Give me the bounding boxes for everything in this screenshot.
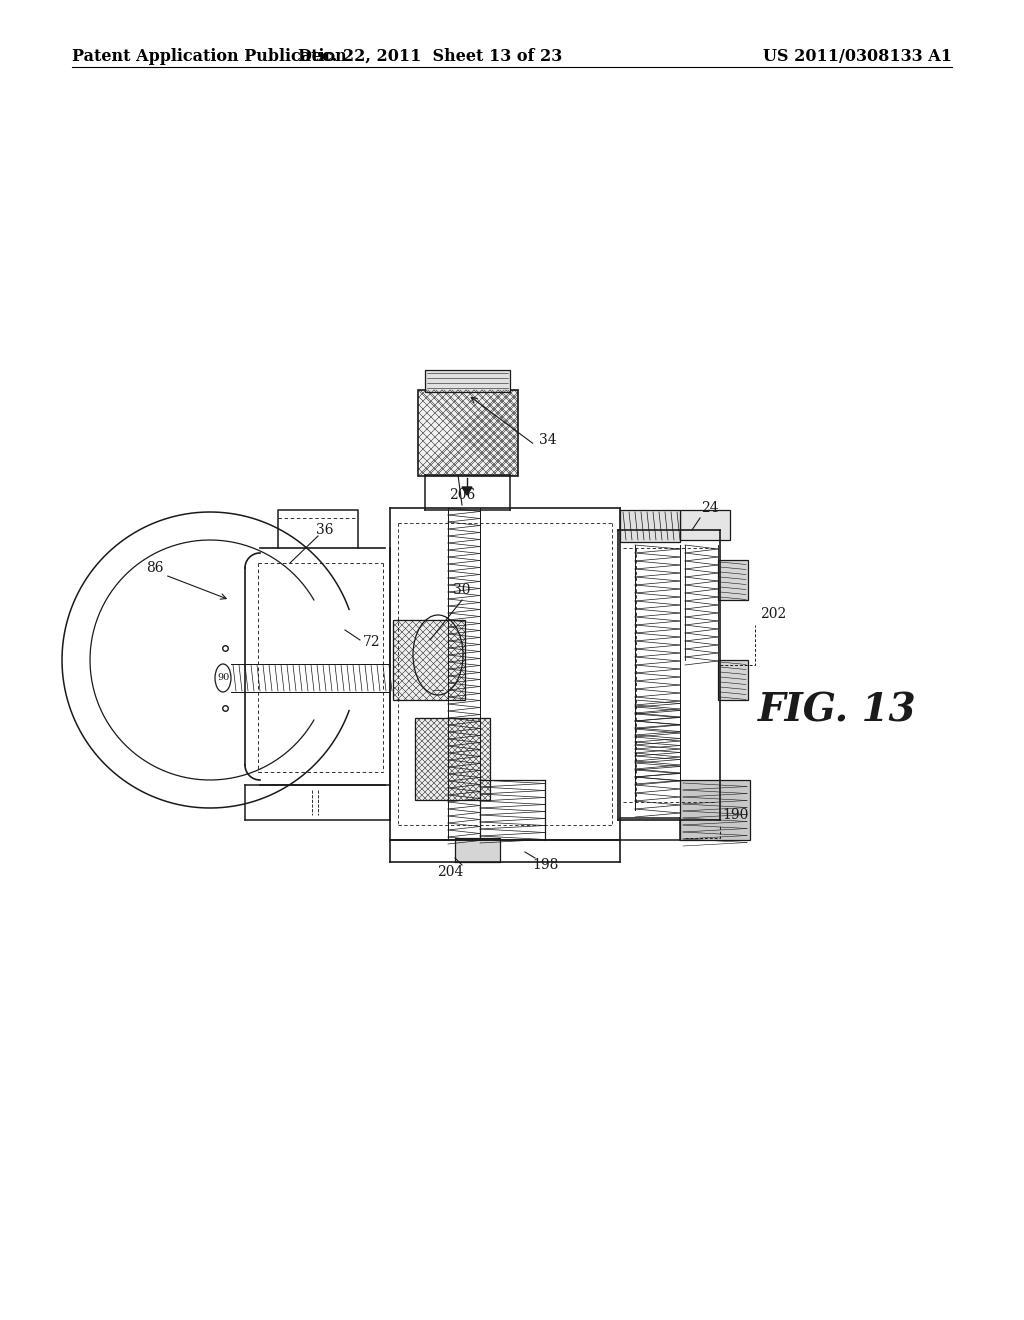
Text: Dec. 22, 2011  Sheet 13 of 23: Dec. 22, 2011 Sheet 13 of 23 [298,48,562,65]
Bar [718,560,748,601]
Text: Patent Application Publication: Patent Application Publication [72,48,347,65]
Text: 34: 34 [540,433,557,447]
Bar [620,510,680,543]
Bar [680,780,750,840]
Bar [418,389,518,477]
Text: FIG. 13: FIG. 13 [758,690,916,729]
Bar [415,718,490,800]
Bar [680,510,730,540]
Text: 204: 204 [437,865,463,879]
Text: 198: 198 [531,858,558,873]
Bar [455,838,500,862]
Polygon shape [462,487,472,495]
Text: 190: 190 [722,808,749,822]
Text: 86: 86 [146,561,164,576]
Text: 30: 30 [454,583,471,597]
Bar [393,620,465,700]
Text: 72: 72 [364,635,381,649]
Text: 202: 202 [760,607,786,620]
Bar [718,660,748,700]
Text: 24: 24 [701,502,719,515]
Text: 206: 206 [449,488,475,502]
Text: 90: 90 [217,673,229,682]
Bar [425,370,510,392]
Text: US 2011/0308133 A1: US 2011/0308133 A1 [763,48,952,65]
Text: 36: 36 [316,523,334,537]
